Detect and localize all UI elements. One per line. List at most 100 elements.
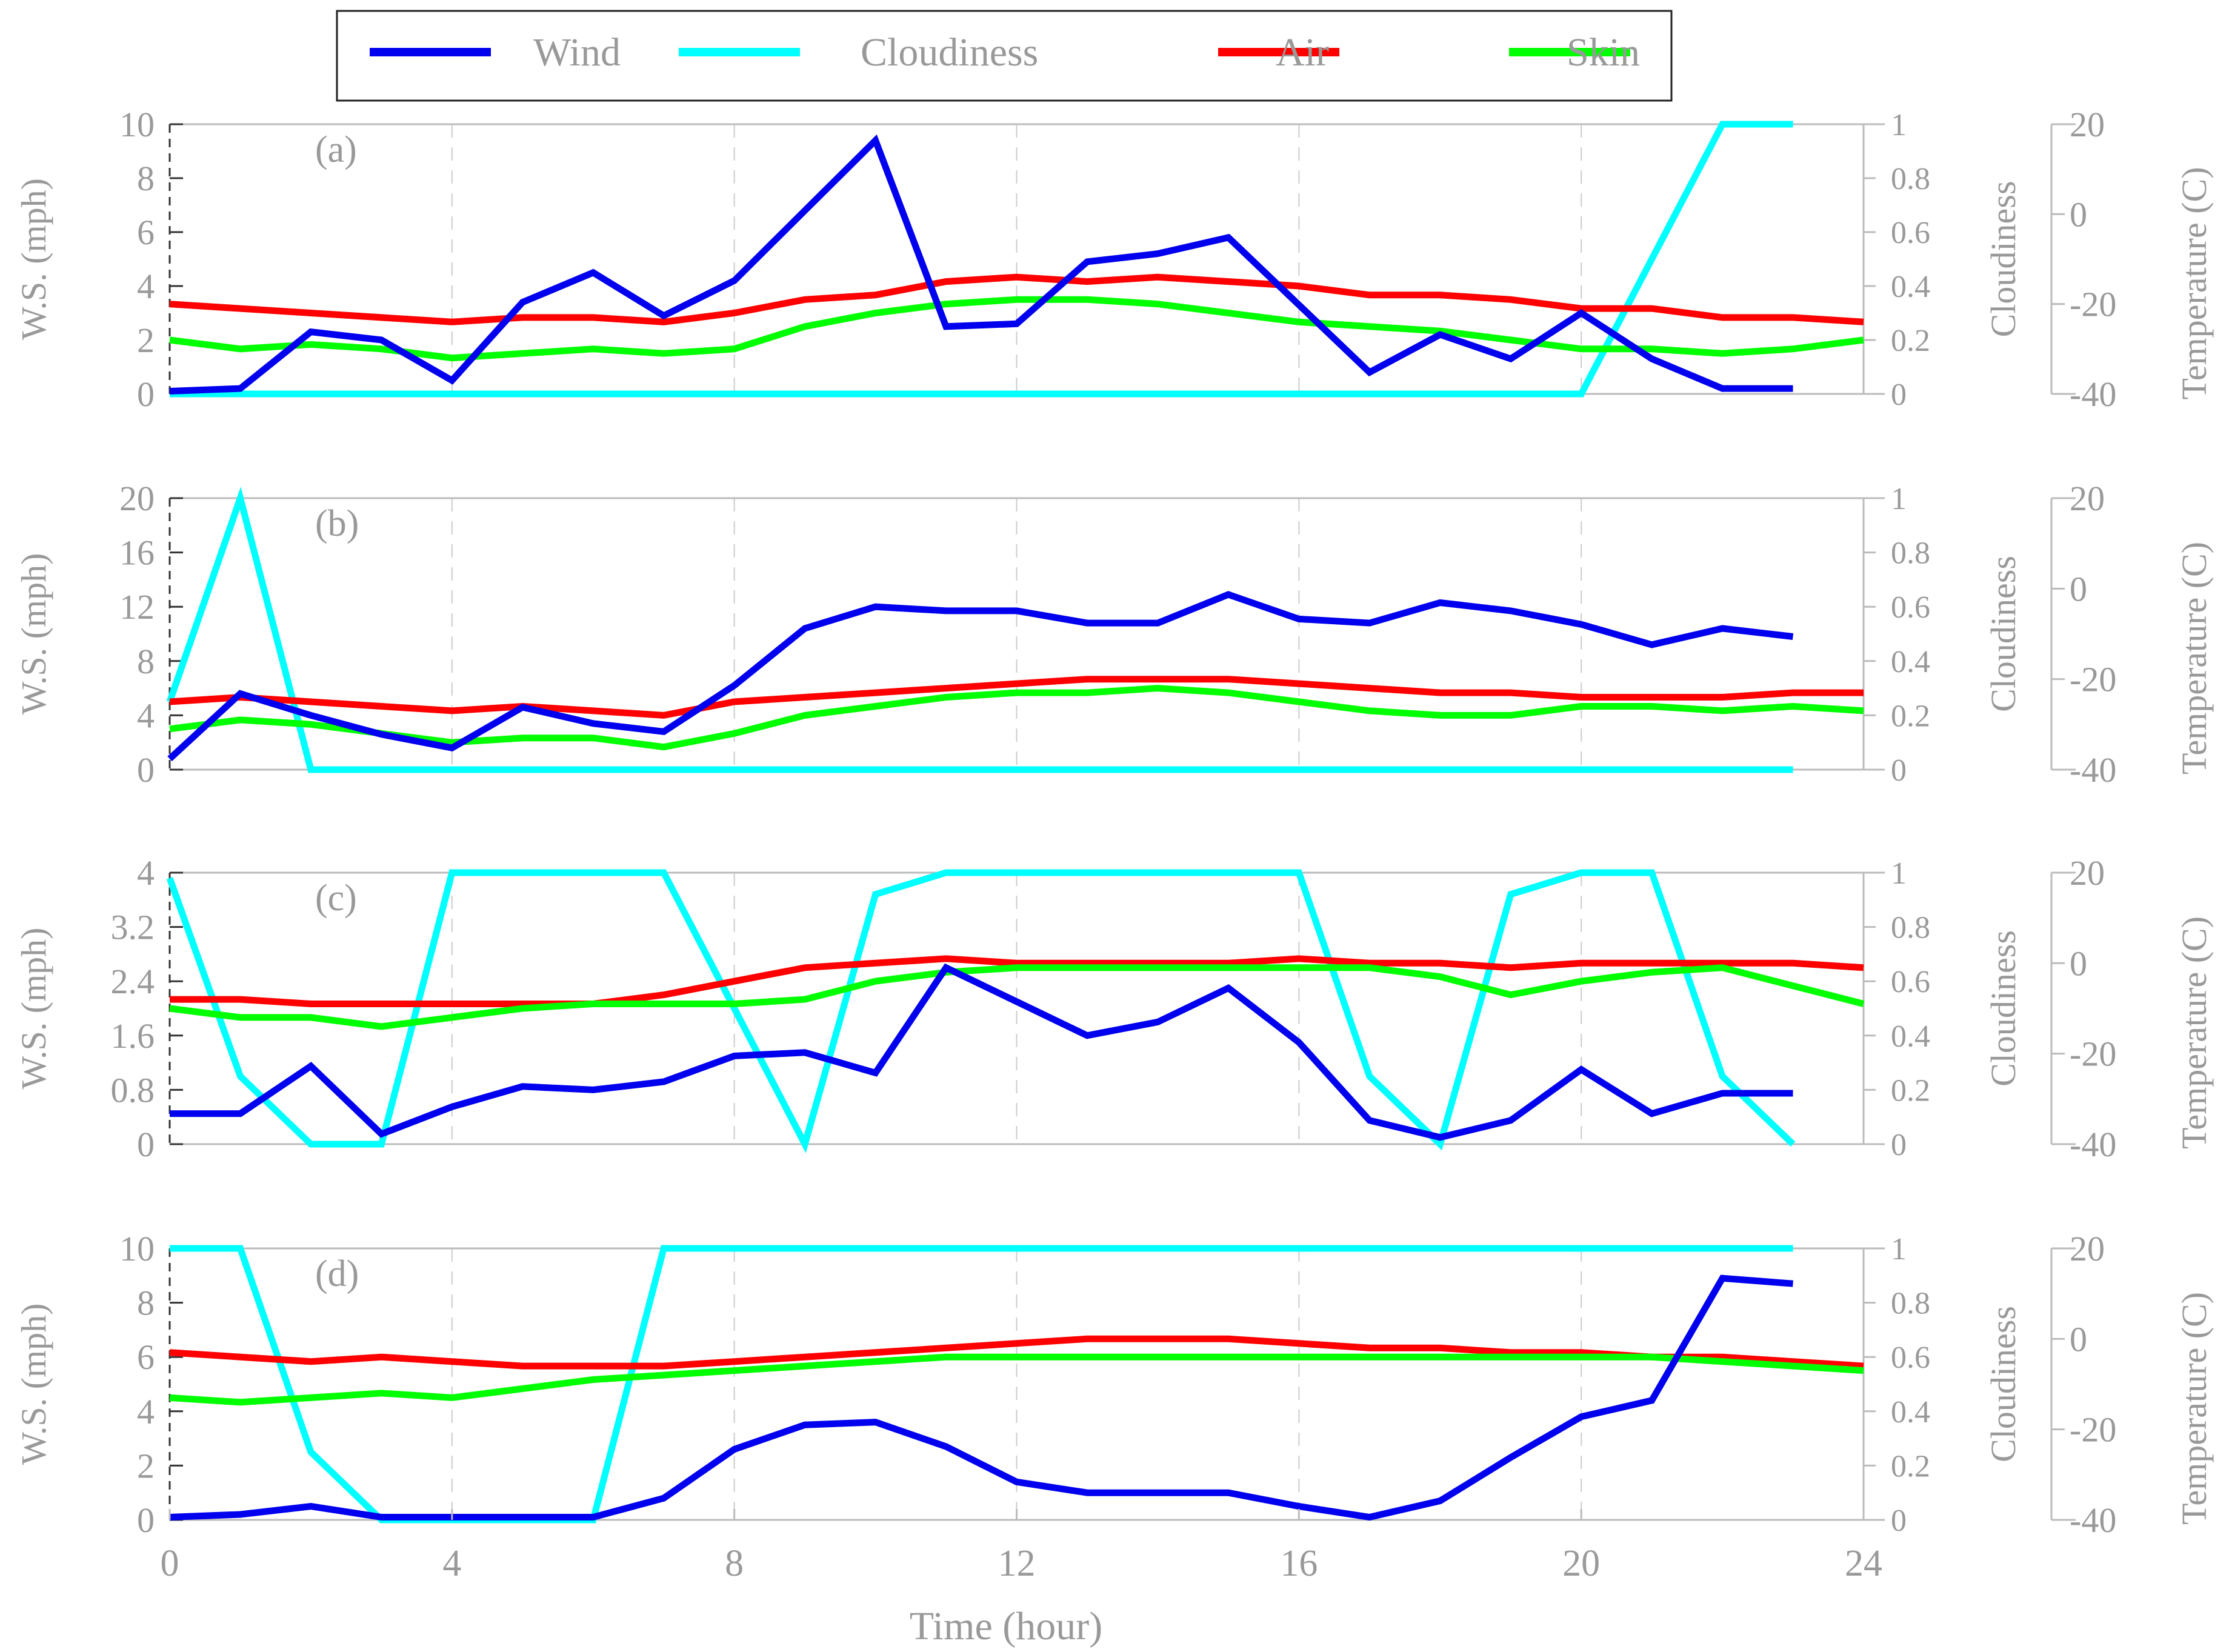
ws-tick-label: 2 xyxy=(137,321,155,360)
legend: Wind Cloudiness Air Skin xyxy=(336,10,1673,102)
ws-tick-label: 10 xyxy=(119,1229,155,1268)
panel-label: (c) xyxy=(315,878,357,919)
temp-tick-label: -40 xyxy=(2070,375,2116,414)
ws-tick-label: 4 xyxy=(137,1392,155,1431)
cloud-tick-label: 1 xyxy=(1891,1232,1907,1267)
cloud-tick-label: 0.8 xyxy=(1891,162,1930,196)
ws-tick-label: 0 xyxy=(137,750,155,790)
panel-3: 0 0.8 1.6 2.4 3.2 4 0 0.2 0.4 0.6 0.8 1 -40 -20 0 20 (c)… xyxy=(14,853,2214,1164)
cloud-tick-label: 0.4 xyxy=(1891,1395,1930,1430)
ylabel-temp: Temperature (C) xyxy=(2174,1292,2214,1525)
x-axis-label: Time (hour) xyxy=(910,1604,1102,1648)
temp-tick-label: 0 xyxy=(2070,944,2087,983)
x-tick-label: 8 xyxy=(725,1543,744,1584)
cloud-tick-label: 0.4 xyxy=(1891,270,1930,304)
series-line-cloud xyxy=(170,121,1793,398)
ylabel-ws: W.S. (mph) xyxy=(14,553,53,715)
cloud-tick-label: 0 xyxy=(1891,753,1907,788)
ylabel-ws: W.S. (mph) xyxy=(14,1304,53,1465)
cloud-tick-label: 0 xyxy=(1891,1128,1907,1162)
cloud-tick-label: 0.4 xyxy=(1891,1019,1930,1054)
ws-tick-label: 8 xyxy=(137,159,155,198)
temp-tick-label: 20 xyxy=(2070,853,2105,893)
x-tick-label: 0 xyxy=(161,1543,179,1584)
ylabel-temp: Temperature (C) xyxy=(2174,542,2214,774)
series-line-skin xyxy=(169,964,1865,1030)
ylabel-temp: Temperature (C) xyxy=(2174,167,2214,399)
series-line-cloud xyxy=(170,1245,1793,1524)
x-tick-label: 20 xyxy=(1562,1543,1600,1584)
x-tick-label: 12 xyxy=(998,1543,1036,1584)
cloud-tick-label: 0 xyxy=(1891,378,1907,412)
ws-tick-label: 4 xyxy=(137,267,155,306)
cloud-tick-label: 0.6 xyxy=(1891,1341,1930,1375)
series-line-wind xyxy=(170,963,1793,1141)
temp-tick-label: -20 xyxy=(2070,285,2116,324)
series-line-cloud xyxy=(166,487,1793,773)
cloud-tick-label: 0.8 xyxy=(1891,536,1930,571)
series-line-air xyxy=(169,676,1864,719)
legend-label-wind: Wind xyxy=(533,30,621,75)
panel-label: (d) xyxy=(315,1253,359,1294)
cloud-tick-label: 0.8 xyxy=(1891,911,1930,945)
cloud-tick-label: 0.2 xyxy=(1891,1449,1930,1484)
cloud-tick-label: 0 xyxy=(1891,1504,1907,1538)
series-line-wind xyxy=(167,591,1794,762)
ws-tick-label: 0 xyxy=(137,375,155,414)
cloud-tick-label: 0.6 xyxy=(1891,965,1930,999)
legend-label-air: Air xyxy=(1276,30,1329,75)
temp-tick-label: 20 xyxy=(2070,1229,2105,1268)
legend-frame xyxy=(336,10,1673,102)
ws-tick-label: 16 xyxy=(119,533,155,573)
ws-tick-label: 6 xyxy=(137,1337,155,1377)
cloud-tick-label: 1 xyxy=(1891,108,1907,142)
ws-tick-label: 4 xyxy=(137,853,155,893)
ws-tick-label: 1.6 xyxy=(111,1016,155,1056)
temp-tick-label: 20 xyxy=(2070,479,2105,518)
ws-tick-label: 8 xyxy=(137,642,155,681)
legend-label-skin: Skin xyxy=(1567,30,1640,75)
panel-4: 0 2 4 6 8 10 0 0.2 0.4 0.6 0.8 1 -40 -20 0 20 (d) W.S. (m… xyxy=(14,1229,2214,1540)
ws-tick-label: 3.2 xyxy=(111,908,155,947)
ws-tick-label: 6 xyxy=(137,213,155,252)
panel-label: (a) xyxy=(315,129,357,170)
ws-tick-label: 4 xyxy=(137,696,155,735)
cloud-tick-label: 1 xyxy=(1891,856,1907,891)
temp-tick-label: 0 xyxy=(2070,569,2087,608)
series-line-skin xyxy=(169,296,1864,362)
cloud-tick-label: 0.6 xyxy=(1891,590,1930,625)
ws-tick-label: 20 xyxy=(119,479,155,518)
x-tick-label: 4 xyxy=(442,1543,461,1584)
panel-1: 0 2 4 6 8 10 0 0.2 0.4 0.6 0.8 1 -40 -20 0 20 (a) W.S. (m… xyxy=(14,105,2214,414)
ws-tick-label: 2.4 xyxy=(111,962,155,1001)
cloud-tick-label: 0.2 xyxy=(1891,1073,1930,1108)
series-line-air xyxy=(169,273,1864,325)
temp-tick-label: -40 xyxy=(2070,750,2116,790)
ws-tick-label: 0.8 xyxy=(111,1070,155,1110)
ws-tick-label: 12 xyxy=(119,587,155,627)
panel-label: (b) xyxy=(315,503,359,544)
temp-tick-label: 20 xyxy=(2070,105,2105,144)
temp-tick-label: -20 xyxy=(2070,660,2116,699)
cloud-tick-label: 1 xyxy=(1891,482,1907,516)
series-line-skin xyxy=(169,685,1864,751)
cloud-tick-label: 0.2 xyxy=(1891,699,1930,733)
x-tick-label: 16 xyxy=(1280,1543,1318,1584)
temp-tick-label: 0 xyxy=(2070,195,2087,234)
x-tick-label: 24 xyxy=(1845,1543,1882,1584)
cloud-tick-label: 0.2 xyxy=(1891,324,1930,358)
ylabel-cloud: Cloudiness xyxy=(1984,1306,2023,1462)
temp-tick-label: 0 xyxy=(2070,1319,2087,1359)
temp-tick-label: -20 xyxy=(2070,1410,2116,1450)
ws-tick-label: 10 xyxy=(119,105,155,144)
series-line-wind xyxy=(169,1274,1793,1521)
ws-tick-label: 0 xyxy=(137,1500,155,1540)
ylabel-ws: W.S. (mph) xyxy=(14,928,53,1090)
legend-label-cloud: Cloudiness xyxy=(861,30,1038,75)
series-line-air xyxy=(170,955,1864,1007)
series-line-air xyxy=(169,1335,1864,1370)
series-line-wind xyxy=(169,134,1793,395)
ws-tick-label: 8 xyxy=(137,1284,155,1323)
ylabel-cloud: Cloudiness xyxy=(1984,181,2023,338)
ylabel-cloud: Cloudiness xyxy=(1984,556,2023,712)
